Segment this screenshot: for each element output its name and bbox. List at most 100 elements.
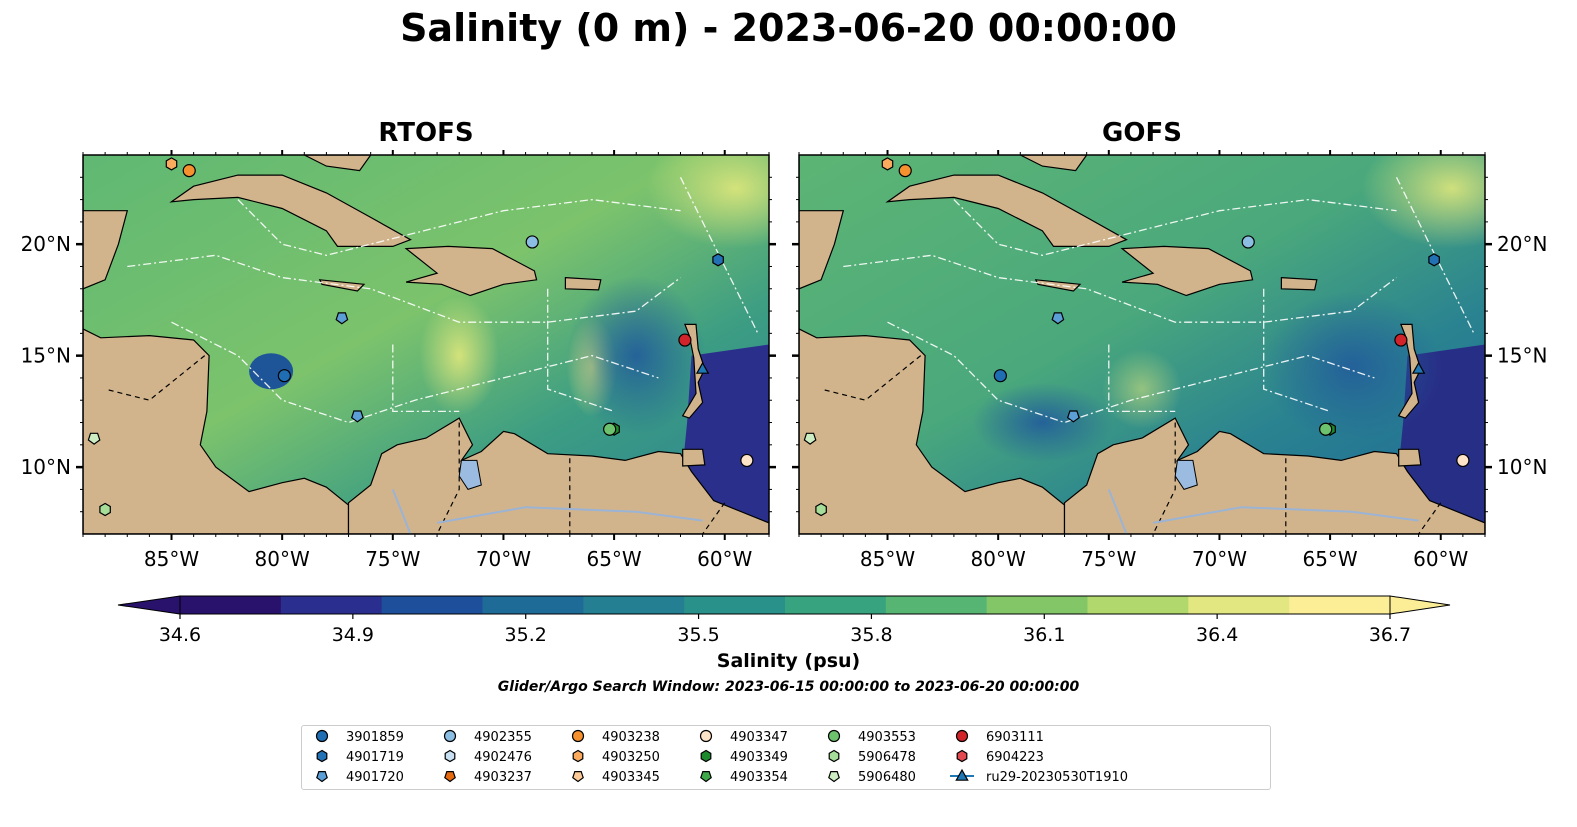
colorbar-tick-label: 36.1 xyxy=(1023,624,1065,644)
legend-marker xyxy=(828,771,840,783)
legend-marker xyxy=(827,729,841,743)
legend-entry: 4903250 xyxy=(572,749,660,765)
colorbar-segment xyxy=(684,596,786,614)
platform-marker xyxy=(1241,235,1255,249)
legend-label: 4903238 xyxy=(602,730,660,745)
colorbar-segment xyxy=(986,596,1088,614)
legend-label: 6903111 xyxy=(986,730,1044,745)
legend-label: 6904223 xyxy=(986,750,1044,765)
legend-marker xyxy=(700,749,712,763)
platform-marker xyxy=(87,432,101,445)
legend-label: ru29-20230530T1910 xyxy=(986,770,1128,785)
legend-entry: 4902355 xyxy=(443,729,532,745)
search-window-label: Glider/Argo Search Window: 2023-06-15 00… xyxy=(497,679,1080,695)
colorbar: 34.6 34.9 35.2 35.5 35.8 36.1 36.4 36.7 xyxy=(117,595,1451,644)
map-panel-rtofs: 85°W 80°W 75°W 70°W 65°W 60°W 20°N 15°N 10°N xyxy=(21,150,776,571)
figure-title: Salinity (0 m) - 2023-06-20 00:00:00 xyxy=(400,6,1177,50)
legend-marker xyxy=(955,729,969,743)
legend-label: 3901859 xyxy=(346,730,404,745)
legend-entry: 4902476 xyxy=(444,749,532,765)
legend-label: 4903237 xyxy=(474,770,532,785)
colorbar-segment xyxy=(180,596,282,614)
platform-marker xyxy=(99,502,111,517)
platform-marker xyxy=(678,333,692,347)
platform-marker xyxy=(898,164,912,178)
lon-tick-label: 70°W xyxy=(476,547,531,571)
lon-tick-label: 80°W xyxy=(971,547,1026,571)
legend-entry: 5906480 xyxy=(828,770,916,785)
legend-entry: 3901859 xyxy=(315,729,404,745)
legend-marker xyxy=(955,768,969,781)
lat-tick-label: 20°N xyxy=(21,232,71,256)
platform-marker xyxy=(165,157,178,171)
lon-tick-label: 85°W xyxy=(144,547,199,571)
platform-marker xyxy=(740,453,754,468)
legend-label: 5906480 xyxy=(858,770,916,785)
colorbar-tick-label: 35.5 xyxy=(677,624,719,644)
legend-label: 4903349 xyxy=(730,750,788,765)
legend-entry: 4903345 xyxy=(572,770,660,785)
legend-entry: 4903553 xyxy=(827,729,916,745)
legend-marker xyxy=(315,729,329,743)
platform-marker xyxy=(1394,333,1408,347)
legend-label: 4901720 xyxy=(346,770,404,785)
colorbar-tick-label: 36.4 xyxy=(1196,624,1238,644)
platform-marker xyxy=(1319,422,1333,436)
lon-tick-label: 75°W xyxy=(365,547,420,571)
legend-entry: 4903354 xyxy=(700,770,788,785)
legend-entry: 4903347 xyxy=(699,729,788,745)
legend-marker xyxy=(572,771,584,783)
legend-marker xyxy=(956,749,968,763)
lat-tick-label: 15°N xyxy=(21,344,71,368)
lon-tick-label: 60°W xyxy=(697,547,752,571)
platform-marker xyxy=(1051,312,1065,325)
map-panel-gofs: 85°W 80°W 75°W 70°W 65°W 60°W 20°N 15°N 10°N xyxy=(792,150,1547,571)
panel-title-rtofs: RTOFS xyxy=(378,118,474,148)
colorbar-segment xyxy=(280,596,383,614)
platform-marker xyxy=(815,502,827,517)
legend-label: 4903553 xyxy=(858,730,916,745)
legend-entry: ru29-20230530T1910 xyxy=(950,768,1128,785)
map-area: 85°W 80°W 75°W 70°W 65°W 60°W 20°N 15°N 10°N 85°… xyxy=(21,150,1547,571)
legend: 3901859 4901719 4901720 4902355 4902476 49032… xyxy=(301,725,1271,790)
colorbar-extend-low xyxy=(117,595,181,615)
legend-marker xyxy=(571,729,585,743)
legend-label: 4903347 xyxy=(730,730,788,745)
legend-entry: 4903238 xyxy=(571,729,660,745)
legend-entry: 5906478 xyxy=(828,749,916,765)
legend-entry: 4901720 xyxy=(316,770,404,785)
colorbar-segment xyxy=(381,596,483,614)
platform-marker xyxy=(335,312,349,325)
platform-marker xyxy=(350,410,364,423)
legend-entry: 4901719 xyxy=(316,749,404,765)
legend-label: 4903345 xyxy=(602,770,660,785)
legend-marker xyxy=(572,749,584,763)
colorbar-segment xyxy=(482,596,584,614)
platform-marker xyxy=(603,422,617,436)
legend-label: 4903354 xyxy=(730,770,788,785)
legend-marker xyxy=(443,729,457,743)
platform-marker xyxy=(1456,453,1470,468)
colorbar-label: Salinity (psu) xyxy=(716,650,861,672)
lon-tick-label: 65°W xyxy=(586,547,641,571)
legend-label: 4902355 xyxy=(474,730,532,745)
lat-tick-label: 15°N xyxy=(1497,344,1547,368)
platform-marker xyxy=(712,253,724,267)
lon-tick-label: 75°W xyxy=(1081,547,1136,571)
platform-marker xyxy=(993,369,1007,383)
legend-marker xyxy=(316,749,328,763)
colorbar-segment xyxy=(583,596,685,614)
colorbar-tick-label: 34.6 xyxy=(159,624,201,644)
colorbar-extend-high xyxy=(1389,595,1451,615)
lat-tick-label: 10°N xyxy=(21,455,71,479)
legend-label: 4903250 xyxy=(602,750,660,765)
legend-label: 4901719 xyxy=(346,750,404,765)
lon-tick-label: 70°W xyxy=(1192,547,1247,571)
platform-marker xyxy=(1428,253,1440,267)
legend-label: 4902476 xyxy=(474,750,532,765)
colorbar-tick-label: 35.8 xyxy=(850,624,892,644)
colorbar-segment xyxy=(1188,596,1290,614)
legend-marker xyxy=(699,729,713,743)
lat-tick-label: 20°N xyxy=(1497,232,1547,256)
platform-marker xyxy=(803,432,817,445)
